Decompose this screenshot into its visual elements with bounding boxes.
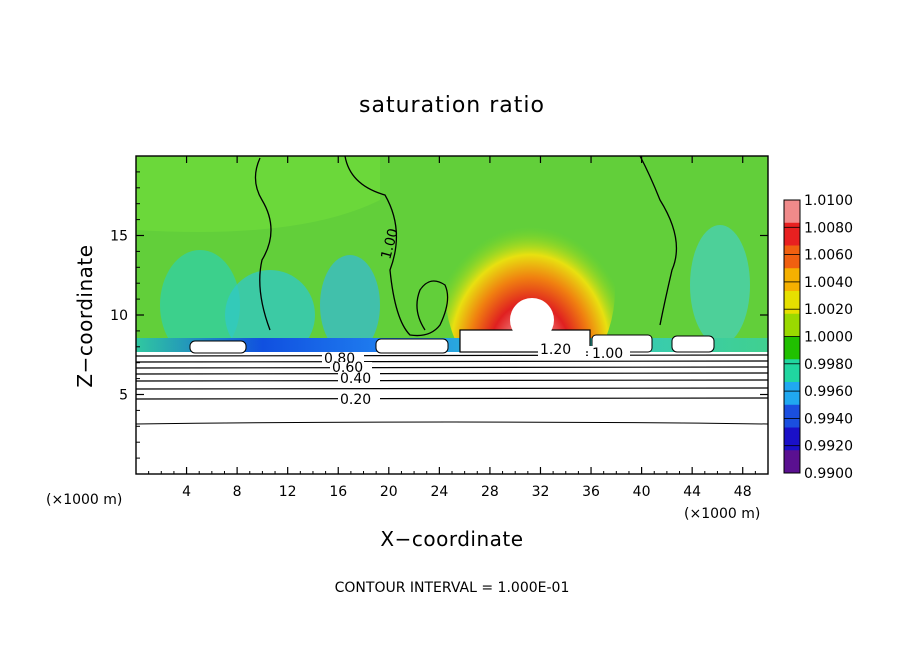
- contour-line-0.30: [136, 387, 768, 390]
- x-tick-label: 32: [532, 484, 550, 500]
- y-tick-label: 5: [119, 388, 128, 404]
- x-axis: 4 8 12 16 20 24 28 32 36 40 44 48: [148, 156, 756, 500]
- x-tick-label: 36: [582, 484, 600, 500]
- heatmap-cool-plume-left: [160, 250, 240, 360]
- x-tick-label: 48: [734, 484, 752, 500]
- contour-line-1.00-center: [344, 156, 449, 337]
- x-tick-label: 40: [633, 484, 651, 500]
- contour-line-0.60: [136, 366, 768, 369]
- colorbar-label: 1.0000: [804, 330, 853, 346]
- colorbar-label: 0.9940: [804, 411, 853, 427]
- contour-line-0.10: [136, 421, 768, 425]
- cloud-patch-far-right: [671, 335, 715, 353]
- colorbar-swatch: [784, 450, 800, 474]
- colorbar-swatch: [784, 313, 800, 337]
- heatmap-cool-plume-mid: [225, 270, 315, 360]
- x-axis-label: X−coordinate: [380, 527, 523, 551]
- x-tick-label: 4: [182, 484, 191, 500]
- x-tick-label: 8: [233, 484, 242, 500]
- heatmap-cool-plume-far-right: [690, 225, 750, 345]
- heatmap-cool-plume-right: [320, 255, 380, 355]
- colorbar-label: 1.0020: [804, 302, 853, 318]
- contour-line-0.50: [136, 372, 768, 375]
- x-tick-label: 20: [380, 484, 398, 500]
- x-tick-label: 28: [481, 484, 499, 500]
- heatmap-upper-left-field: [136, 156, 380, 232]
- colorbar-label: 1.0100: [804, 193, 853, 209]
- x-tick-label: 44: [683, 484, 701, 500]
- warm-core: [510, 298, 554, 342]
- contour-line-0.70: [136, 360, 768, 363]
- contour-interval-note: CONTOUR INTERVAL = 1.000E-01: [335, 580, 570, 596]
- colorbar-swatch: [784, 268, 800, 292]
- colorbar-swatch: [784, 245, 800, 269]
- colorbar-swatch: [784, 382, 800, 406]
- colorbar-label: 0.9920: [804, 439, 853, 455]
- contour-line-0.80: [136, 354, 768, 357]
- contour-label: 0.40: [340, 371, 371, 387]
- x-tick-label: 12: [279, 484, 297, 500]
- contour-line-0.40: [136, 379, 768, 382]
- x-tick-label: 16: [329, 484, 347, 500]
- colorbar-swatch: [784, 427, 800, 451]
- colorbar-label: 0.9980: [804, 357, 853, 373]
- x-axis-unit: (×1000 m): [684, 506, 760, 522]
- y-axis-unit: (×1000 m): [46, 492, 122, 508]
- plot-area: [136, 156, 768, 474]
- colorbar-swatch: [784, 200, 800, 224]
- contour-label: 1.00: [378, 227, 402, 261]
- colorbar-swatch: [784, 404, 800, 428]
- contour-line-1.00-left: [254, 157, 272, 331]
- colorbar-label: 0.9900: [804, 466, 853, 482]
- contour-line-1.00-right: [639, 156, 678, 326]
- colorbar-label: 1.0060: [804, 248, 853, 264]
- colorbar-swatch: [784, 336, 800, 360]
- contour-label: 1.20: [540, 342, 571, 358]
- colorbar-swatch: [784, 222, 800, 246]
- y-axis: 5 10 15: [110, 171, 768, 459]
- y-tick-label: 10: [110, 308, 128, 324]
- colorbar: 1.0100 1.0080 1.0060 1.0040 1.0020 1.0000 0.99…: [783, 193, 853, 482]
- y-tick-label: 15: [110, 229, 128, 245]
- below-cloud-region: [136, 352, 768, 474]
- contour-label: 1.00: [592, 346, 623, 362]
- colorbar-label: 1.0040: [804, 275, 853, 291]
- chart-title: saturation ratio: [359, 93, 545, 118]
- colorbar-swatch: [784, 359, 800, 383]
- colorbar-label: 0.9960: [804, 384, 853, 400]
- contour-line-0.20: [136, 397, 768, 400]
- cloud-patch-left: [189, 340, 247, 354]
- cloud-patch-mid: [375, 338, 449, 354]
- contour-label: 0.20: [340, 392, 371, 408]
- x-tick-label: 24: [430, 484, 448, 500]
- y-axis-label: Z−coordinate: [73, 244, 97, 387]
- colorbar-label: 1.0080: [804, 220, 853, 236]
- colorbar-swatch: [784, 291, 800, 315]
